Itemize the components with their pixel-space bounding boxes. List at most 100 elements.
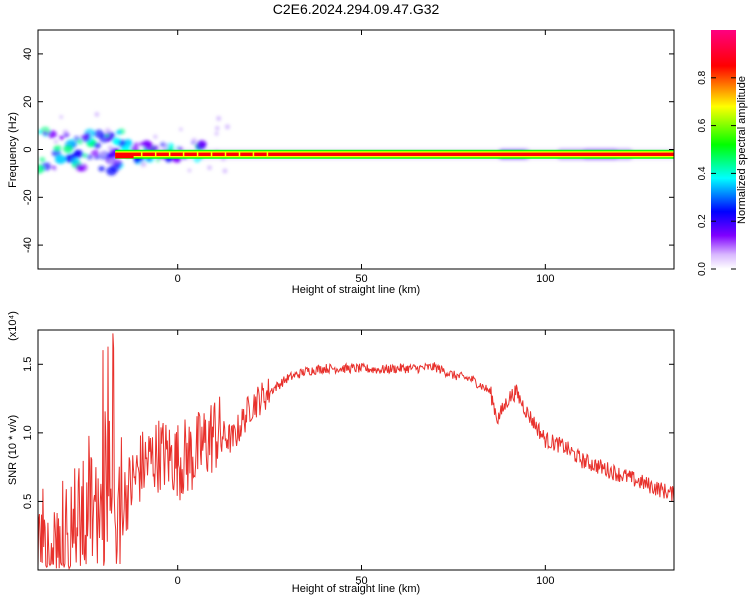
spectrogram-axes: 0 50 100 -40 -20 0 20 40 [22,30,674,285]
colorbar-tick-label: 0.0 [697,262,708,276]
spectrogram-heatmap [38,112,674,176]
noise-blob [91,149,99,156]
noise-blob [71,157,80,165]
snr-y-tick-label: 0.5 [22,494,34,509]
noise-blob [112,137,122,146]
noise-dot [94,112,100,117]
snr-panel: 0 50 100 0.5 1.0 1.5 Height of straight line … [7,311,675,595]
band-gap [238,152,241,157]
noise-blob [118,141,123,145]
noise-dot [104,128,111,134]
colorbar-ticks: 0.0 0.2 0.4 0.6 0.8 [697,70,736,276]
noise-dot [224,124,231,130]
snr-y-label: SNR (10 * v/v) [7,415,19,485]
colorbar-tick-label: 0.8 [697,70,708,84]
snr-line-series [38,333,674,570]
colorbar-tick-label: 0.6 [697,118,708,132]
spectrogram-x-tick-label: 0 [175,273,181,285]
noise-dot [214,131,219,136]
noise-dot [207,165,212,171]
snr-line [38,333,674,570]
snr-y-tick-label: 1.0 [22,425,34,440]
colorbar-tick-label: 0.2 [697,214,708,228]
noise-blob [63,144,73,154]
noise-dot [59,115,63,119]
noise-blob [38,130,43,135]
noise-blob [78,167,84,172]
spectrogram-x-label: Height of straight line (km) [292,284,420,296]
colorbar-tick-label: 0.4 [697,166,708,180]
noise-dot [164,143,169,148]
chart-title: C2E6.2024.294.09.47.G32 [273,1,440,17]
noise-blob [38,164,45,174]
noise-blob [116,130,122,135]
noise-dot [109,159,114,164]
noise-blob [53,144,62,152]
noise-dot [215,126,220,131]
spectrogram-y-tick-label: 40 [22,48,34,60]
spectrogram-x-tick-label: 100 [536,273,554,285]
spectrogram-panel: 0 50 100 -40 -20 0 20 40 Height of straight lin… [7,29,675,296]
noise-blob [79,152,83,156]
snr-y-multiplier: (x10⁴) [7,311,19,341]
noise-blob [42,130,48,135]
snr-x-tick-label: 100 [536,575,554,587]
noise-blob [143,141,153,150]
noise-blob [93,142,102,149]
noise-blob [132,142,139,148]
band-start-segment [115,153,134,159]
snr-x-label: Height of straight line (km) [292,583,420,595]
noise-dot [107,145,114,151]
spectrogram-y-tick-label: 20 [22,96,34,108]
noise-dot [187,168,192,173]
noise-blob [138,142,144,147]
snr-x-tick-label: 50 [355,575,367,587]
noise-blob [84,132,91,137]
snr-axes: 0 50 100 0.5 1.0 1.5 [22,330,674,587]
noise-blob [86,154,94,160]
noise-blob [110,163,121,172]
band-gap [224,152,227,157]
noise-dot [53,167,57,172]
noise-blob [76,139,83,145]
band-gap [196,152,199,157]
band-gap [210,152,213,157]
noise-blob [47,130,57,139]
noise-blob [105,133,110,138]
band-gap [168,152,171,157]
spectrogram-y-tick-label: -40 [22,237,34,253]
noise-blob [156,158,160,162]
spectrogram-y-label: Frequency (Hz) [7,112,19,188]
snr-x-tick-label: 0 [175,575,181,587]
noise-blob [98,166,105,172]
band-gap [266,152,269,157]
noise-blob [54,154,67,164]
snr-plot-area [38,330,674,570]
band-gap [182,152,185,157]
band-gap [154,152,157,157]
noise-blob [196,140,207,149]
colorbar: 0.0 0.2 0.4 0.6 0.8 Normalized spectral ampl… [697,30,748,276]
noise-dot [216,116,222,122]
spectrogram-y-tick-label: -20 [22,189,34,205]
noise-dot [62,129,69,136]
noise-dot [53,139,58,144]
noise-dot [100,151,105,156]
noise-dot [222,168,228,174]
spectrogram-x-tick-label: 50 [355,273,367,285]
colorbar-gradient [711,30,736,269]
noise-blob [94,154,100,160]
noise-blob [59,135,65,140]
band-gap [140,152,143,157]
noise-dot [191,138,197,144]
noise-dot [179,127,183,132]
noise-blob [166,142,174,149]
snr-frame [37,329,675,571]
band-core [115,152,674,156]
noise-dot [153,134,158,139]
spectrogram-y-tick-label: 0 [22,146,34,152]
noise-dot [140,161,147,168]
snr-y-tick-label: 1.5 [22,357,34,372]
colorbar-label: Normalized spectral amplitude [736,76,748,224]
